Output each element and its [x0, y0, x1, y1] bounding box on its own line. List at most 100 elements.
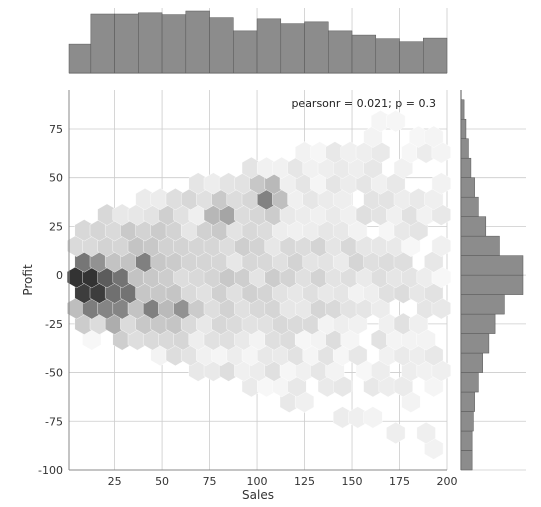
hexbin-cell	[431, 141, 451, 164]
x-tick-label: 150	[342, 475, 363, 488]
hexbin-cell	[363, 156, 383, 179]
y-tick-labels: -100 -75 -50 -25 0 25 50 75	[38, 123, 63, 477]
right-hist-bar	[460, 450, 473, 471]
x-tick-label: 175	[389, 475, 410, 488]
top-marginal-axis	[68, 8, 448, 74]
top-hist-bar	[138, 12, 163, 74]
hexbin-cell	[431, 297, 451, 320]
hexbin-cell	[295, 390, 315, 413]
x-tick-label: 100	[247, 475, 268, 488]
right-hist-bar	[460, 157, 472, 178]
right-hist-bar	[460, 177, 475, 198]
right-hist-bar	[460, 235, 500, 256]
hexbin-cell	[348, 219, 368, 242]
x-tick-label: 75	[203, 475, 217, 488]
hexbin-cell	[431, 359, 451, 382]
right-hist-bar	[460, 99, 465, 120]
hexbin-cell	[363, 125, 383, 148]
right-hist-bar	[460, 372, 479, 393]
top-hist-bar	[233, 30, 258, 74]
hexbin-cell	[371, 297, 391, 320]
main-axes: 25 50 75 100 125 150 175 200 -100 -75 -50 -25 0 25 50…	[21, 90, 458, 502]
x-tick-label: 200	[437, 475, 458, 488]
top-hist-bar	[423, 37, 448, 74]
top-hist-bar	[375, 38, 400, 74]
y-tick-label: 0	[56, 269, 63, 282]
hexbin-cell	[401, 234, 421, 257]
y-tick-label: 50	[49, 172, 63, 185]
right-hist-bar	[460, 118, 467, 139]
right-marginal-axis	[460, 90, 526, 471]
hexbin-cell	[333, 188, 353, 211]
right-hist-bar	[460, 430, 473, 451]
hexbin-cell	[431, 234, 451, 257]
top-hist-bar	[280, 23, 305, 74]
hexbin-cell	[416, 421, 436, 445]
right-hist-bar	[460, 294, 505, 315]
hexbin-cell	[386, 421, 406, 445]
hexbin-layer	[66, 110, 451, 460]
hexbin-cell	[424, 375, 444, 398]
hexbin-cell	[424, 188, 444, 211]
y-tick-label: -75	[45, 415, 63, 428]
right-hist-bar	[460, 274, 524, 295]
pearson-annotation: pearsonr = 0.021; p = 0.3	[291, 97, 436, 110]
hexbin-cell	[424, 343, 444, 367]
hexbin-cell	[348, 312, 368, 335]
y-axis-label: Profit	[21, 264, 35, 296]
hexbin-cell	[416, 328, 436, 351]
hexbin-cell	[431, 266, 451, 289]
right-hist-bar	[460, 196, 479, 217]
right-marginal-bars	[460, 99, 524, 471]
right-hist-bar	[460, 255, 524, 276]
y-tick-label: 75	[49, 123, 63, 136]
y-tick-label: -25	[45, 318, 63, 331]
hexbin-cell	[348, 343, 368, 367]
right-hist-bar	[460, 138, 469, 159]
top-hist-bar	[90, 13, 115, 74]
hexbin-cell	[393, 250, 413, 273]
right-hist-bar	[460, 352, 483, 373]
top-hist-bar	[256, 18, 282, 74]
hexbin-cell	[431, 172, 451, 195]
right-hist-bar	[460, 411, 474, 432]
hexbin-cell	[386, 110, 406, 133]
top-hist-bar	[399, 41, 424, 74]
top-hist-bar	[114, 13, 139, 74]
right-hist-bar	[460, 333, 490, 354]
hexbin-cell	[371, 141, 391, 164]
hexbin-cell	[409, 219, 429, 242]
right-hist-bar	[460, 313, 496, 334]
top-hist-bar	[161, 14, 187, 74]
hexbin-cell	[424, 125, 444, 148]
top-hist-bar	[304, 21, 329, 74]
hexbin-cell	[424, 281, 444, 304]
hexbin-cell	[393, 375, 413, 398]
hexbin-cell	[325, 359, 345, 382]
x-axis-label: Sales	[242, 488, 274, 502]
x-tick-label: 50	[155, 475, 169, 488]
hexbin-cell	[409, 312, 429, 335]
hexbin-cell	[82, 328, 102, 351]
top-hist-bar	[351, 34, 377, 74]
top-hist-bar	[209, 17, 234, 74]
hexbin-cell	[371, 359, 391, 382]
hexbin-cell	[287, 375, 307, 398]
hexbin-cell	[333, 375, 353, 398]
hexbin-cell	[424, 250, 444, 273]
hexbin-cell	[424, 437, 444, 460]
hexbin-cell	[340, 328, 360, 351]
top-hist-bar	[185, 10, 210, 74]
x-tick-label: 25	[108, 475, 122, 488]
top-marginal-bars	[68, 10, 448, 74]
x-tick-labels: 25 50 75 100 125 150 175 200	[108, 475, 458, 488]
x-tick-label: 125	[294, 475, 315, 488]
hexbin-cell	[386, 172, 406, 195]
y-tick-label: 25	[49, 220, 63, 233]
hexbin-cell	[431, 203, 451, 226]
hexbin-cell	[393, 156, 413, 179]
y-tick-label: -100	[38, 464, 63, 477]
hexbin-cell	[363, 406, 383, 429]
right-hist-bar	[460, 391, 475, 412]
